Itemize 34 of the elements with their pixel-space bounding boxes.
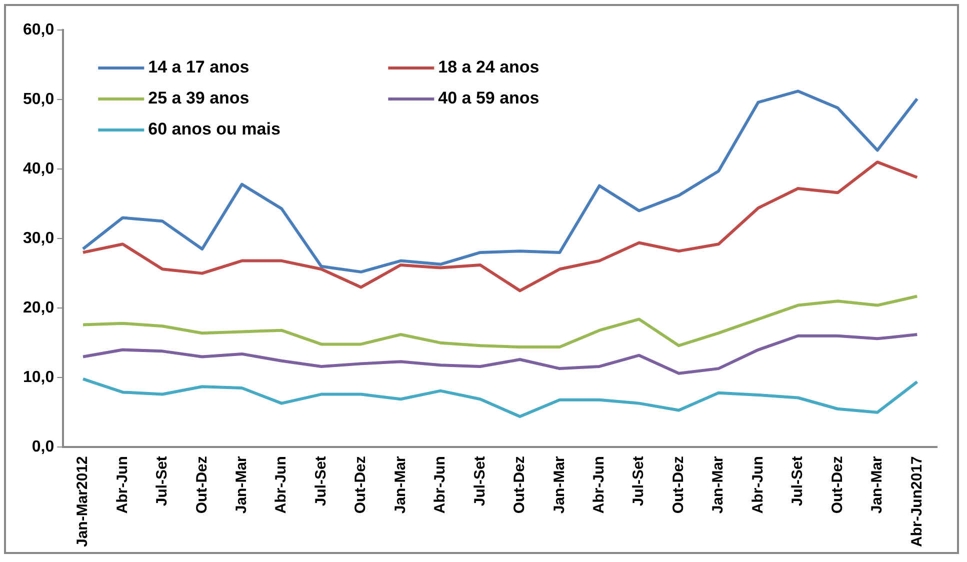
legend-label: 14 a 17 anos <box>148 58 250 77</box>
legend-label: 40 a 59 anos <box>438 88 540 108</box>
y-tick-label: 40,0 <box>23 160 54 178</box>
y-tick-label: 10,0 <box>23 369 54 386</box>
y-tick-label: 50,0 <box>23 90 54 108</box>
x-tick-label: Jan-Mar <box>710 456 727 514</box>
x-tick-label: Jan-Mar <box>392 456 409 514</box>
x-tick-label: Jul-Set <box>154 456 171 506</box>
y-tick-label: 0,0 <box>32 438 54 456</box>
x-tick-label: Abr-Jun2017 <box>908 456 926 547</box>
x-tick-label: Out-Dez <box>193 456 210 514</box>
x-tick-label: Abr-Jun <box>432 456 449 514</box>
x-tick-label: Jul-Set <box>789 456 806 506</box>
x-tick-label: Out-Dez <box>828 456 846 514</box>
x-tick-label: Jul-Set <box>471 456 488 506</box>
y-tick-label: 60,0 <box>23 21 54 38</box>
x-tick-label: Out-Dez <box>511 456 528 514</box>
legend-label: 60 anos ou mais <box>148 120 280 139</box>
x-tick-label: Jul-Set <box>312 456 330 506</box>
y-tick-label: 30,0 <box>23 230 54 247</box>
x-tick-label: Abr-Jun <box>114 456 131 514</box>
x-tick-label: Jul-Set <box>630 456 648 506</box>
x-tick-label: Jan-Mar <box>233 456 250 514</box>
x-tick-label: Abr-Jun <box>590 456 608 514</box>
x-tick-label: Jan-Mar2012 <box>74 456 92 548</box>
legend-label: 18 a 24 anos <box>438 58 540 77</box>
x-tick-label: Out-Dez <box>352 456 370 514</box>
y-tick-label: 20,0 <box>23 299 54 316</box>
x-tick-label: Jan-Mar <box>550 456 568 514</box>
x-tick-label: Abr-Jun <box>272 456 290 514</box>
x-tick-label: Abr-Jun <box>749 456 766 514</box>
x-tick-label: Jan-Mar <box>868 456 886 514</box>
x-tick-label: Out-Dez <box>670 456 687 514</box>
legend-label: 25 a 39 anos <box>148 88 250 108</box>
